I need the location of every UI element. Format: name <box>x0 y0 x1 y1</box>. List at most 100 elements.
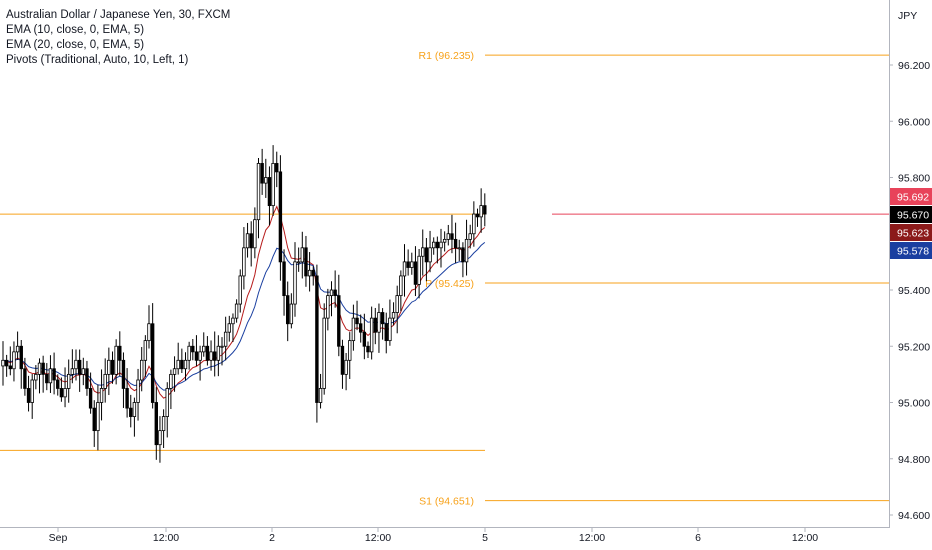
candle[interactable] <box>373 307 377 345</box>
candle[interactable] <box>322 303 326 395</box>
candle[interactable] <box>260 148 264 195</box>
candle[interactable] <box>85 360 89 396</box>
candle[interactable] <box>329 281 334 317</box>
candle[interactable] <box>118 331 122 377</box>
candle[interactable] <box>96 384 100 451</box>
candle[interactable] <box>282 249 286 316</box>
candle[interactable] <box>355 300 359 331</box>
candle[interactable] <box>139 347 144 392</box>
candle[interactable] <box>56 374 60 396</box>
candle[interactable] <box>220 337 224 366</box>
candle[interactable] <box>296 247 301 272</box>
candle[interactable] <box>300 231 304 279</box>
candle[interactable] <box>183 352 188 381</box>
candle[interactable] <box>63 367 67 408</box>
candle[interactable] <box>176 342 180 375</box>
candle[interactable] <box>194 335 199 366</box>
candle[interactable] <box>461 242 465 278</box>
candle[interactable] <box>70 349 75 384</box>
candle[interactable] <box>4 354 9 377</box>
candle[interactable] <box>289 293 294 329</box>
candle[interactable] <box>358 314 363 343</box>
candle[interactable] <box>472 201 476 247</box>
candle[interactable] <box>59 377 64 402</box>
candle[interactable] <box>99 369 104 421</box>
candle[interactable] <box>428 230 432 273</box>
candle[interactable] <box>103 358 107 403</box>
candle[interactable] <box>202 332 206 357</box>
candle[interactable] <box>238 269 242 313</box>
candle[interactable] <box>8 346 12 376</box>
candle[interactable] <box>337 274 341 357</box>
candle[interactable] <box>15 331 20 360</box>
candle[interactable] <box>165 382 169 438</box>
candle[interactable] <box>333 270 337 308</box>
candle[interactable] <box>158 416 162 463</box>
candle[interactable] <box>424 237 429 282</box>
candle[interactable] <box>399 270 403 312</box>
candle[interactable] <box>88 372 93 414</box>
candle[interactable] <box>450 214 454 254</box>
candle[interactable] <box>446 224 450 246</box>
candle[interactable] <box>205 336 210 366</box>
candle[interactable] <box>107 347 111 396</box>
candle[interactable] <box>253 207 257 259</box>
candle[interactable] <box>172 356 177 392</box>
symbol-title[interactable]: Australian Dollar / Japanese Yen, 30, FX… <box>6 9 231 21</box>
candle[interactable] <box>442 231 447 252</box>
candle[interactable] <box>212 331 217 377</box>
candle[interactable] <box>285 281 290 342</box>
candle[interactable] <box>92 400 96 447</box>
candle[interactable] <box>154 387 158 460</box>
candle[interactable] <box>19 339 23 389</box>
candle[interactable] <box>77 349 82 392</box>
candle[interactable] <box>125 368 129 418</box>
candle[interactable] <box>81 357 85 386</box>
indicator-ema20-label[interactable]: EMA (20, close, 0, EMA, 5) <box>6 39 145 51</box>
candle[interactable] <box>264 158 268 198</box>
candle[interactable] <box>223 316 228 361</box>
candle[interactable] <box>402 244 407 297</box>
candle[interactable] <box>307 252 312 292</box>
candle[interactable] <box>231 313 235 342</box>
candle[interactable] <box>377 303 381 353</box>
candle[interactable] <box>453 222 458 264</box>
indicator-pivots-label[interactable]: Pivots (Traditional, Auto, 10, Left, 1) <box>6 54 189 66</box>
candle[interactable] <box>187 341 191 370</box>
candle[interactable] <box>421 229 425 276</box>
candle[interactable] <box>249 221 253 267</box>
candle[interactable] <box>318 373 323 409</box>
candle[interactable] <box>267 166 272 226</box>
candle[interactable] <box>136 368 140 421</box>
candle[interactable] <box>344 353 348 391</box>
candle[interactable] <box>143 335 148 378</box>
candle[interactable] <box>468 224 472 249</box>
candle[interactable] <box>483 193 487 227</box>
candle[interactable] <box>26 375 31 412</box>
candle[interactable] <box>161 409 166 449</box>
candle[interactable] <box>464 219 469 276</box>
candle[interactable] <box>150 303 155 409</box>
candle[interactable] <box>293 242 297 317</box>
candle[interactable] <box>234 299 239 323</box>
candle[interactable] <box>23 357 27 396</box>
candle[interactable] <box>431 237 436 255</box>
candle[interactable] <box>1 341 5 386</box>
candle[interactable] <box>147 305 151 349</box>
candle[interactable] <box>369 306 374 360</box>
candle[interactable] <box>410 252 414 275</box>
candle[interactable] <box>413 246 418 297</box>
candle[interactable] <box>45 363 49 391</box>
candle[interactable] <box>216 335 221 377</box>
candle[interactable] <box>351 304 356 351</box>
candle[interactable] <box>227 315 231 342</box>
candle[interactable] <box>311 266 315 286</box>
candle[interactable] <box>121 352 126 408</box>
candle[interactable] <box>245 222 250 258</box>
candle[interactable] <box>256 158 261 239</box>
candle[interactable] <box>380 308 385 340</box>
candle[interactable] <box>315 264 319 423</box>
candle[interactable] <box>30 374 34 419</box>
candle[interactable] <box>132 397 137 437</box>
